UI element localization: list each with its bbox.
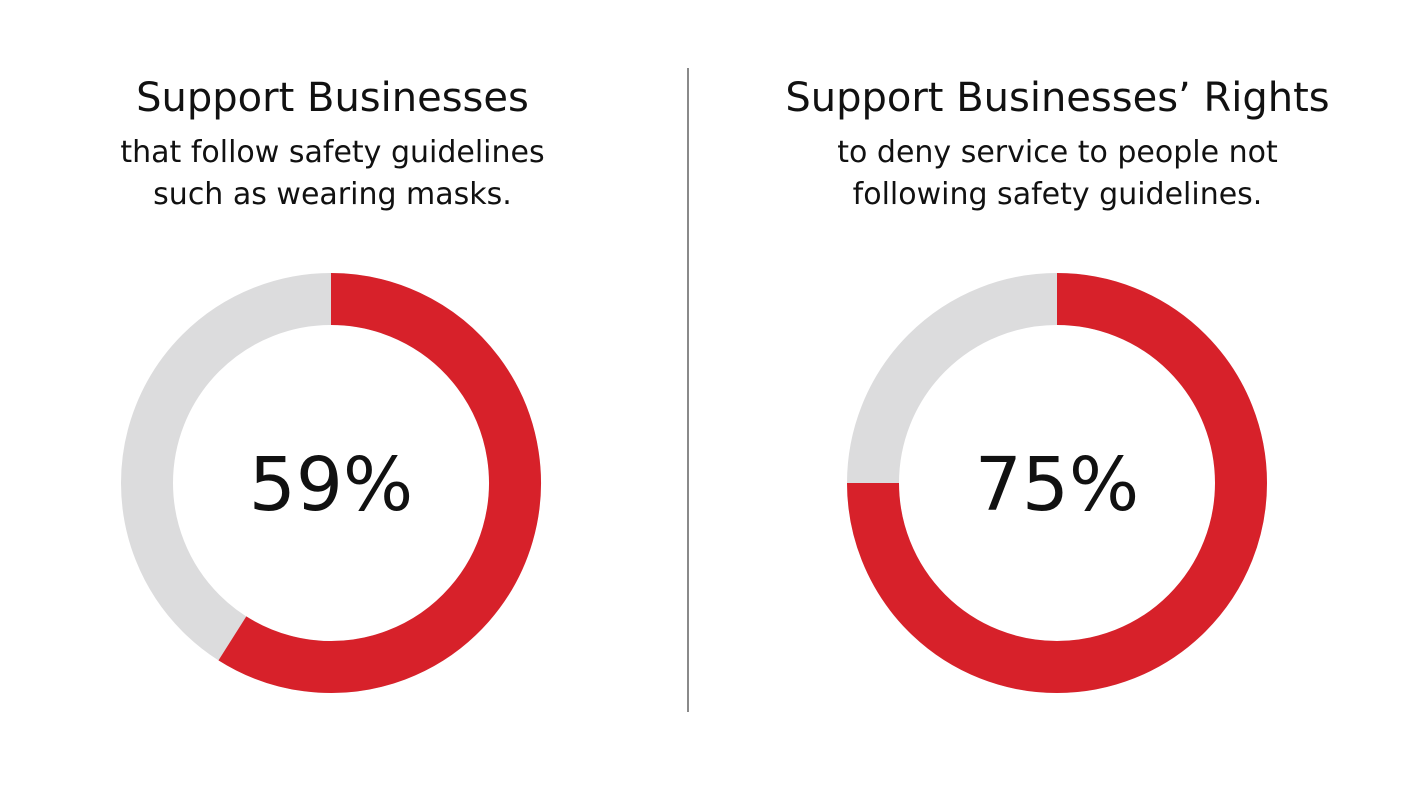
donut-center-label: 59%: [249, 442, 413, 528]
chart-title: Support Businesses’ Rights: [785, 75, 1330, 121]
donut-chart: 59%: [121, 273, 541, 693]
chart-subtitle: to deny service to people not following …: [705, 132, 1410, 216]
chart-subtitle-line-2: following safety guidelines.: [852, 177, 1263, 212]
chart-subtitle-line-1: to deny service to people not: [837, 135, 1278, 170]
chart-subtitle-line-2: such as wearing masks.: [153, 177, 512, 212]
panel-divider: [687, 68, 689, 712]
chart-panel-support-businesses: Support Businesses that follow safety gu…: [0, 75, 685, 693]
donut-chart: 75%: [847, 273, 1267, 693]
chart-subtitle-line-1: that follow safety guidelines: [120, 135, 545, 170]
donut-center-label: 75%: [975, 442, 1139, 528]
chart-title: Support Businesses: [136, 75, 529, 121]
donut-value-arc: [218, 273, 541, 693]
chart-subtitle: that follow safety guidelines such as we…: [0, 132, 685, 216]
donut-value-arc: [847, 273, 1267, 693]
chart-panel-support-businesses-rights: Support Businesses’ Rights to deny servi…: [705, 0, 1410, 786]
